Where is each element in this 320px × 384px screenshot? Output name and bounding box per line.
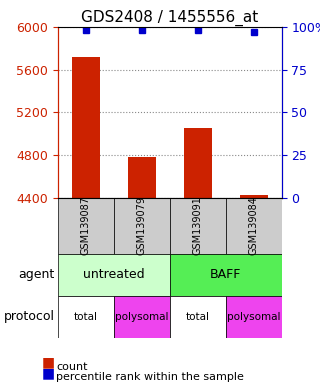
Text: ■: ■ xyxy=(42,366,55,380)
Text: GSM139091: GSM139091 xyxy=(193,197,203,255)
FancyBboxPatch shape xyxy=(58,198,114,254)
Text: count: count xyxy=(56,362,87,372)
FancyBboxPatch shape xyxy=(170,296,226,338)
FancyBboxPatch shape xyxy=(114,296,170,338)
Bar xyxy=(240,195,268,198)
FancyBboxPatch shape xyxy=(58,254,170,296)
FancyBboxPatch shape xyxy=(170,198,226,254)
FancyBboxPatch shape xyxy=(170,254,282,296)
Text: total: total xyxy=(74,312,98,322)
Bar xyxy=(184,129,212,198)
Title: GDS2408 / 1455556_at: GDS2408 / 1455556_at xyxy=(81,9,258,25)
Text: protocol: protocol xyxy=(4,310,55,323)
Text: polysomal: polysomal xyxy=(227,312,280,322)
Text: percentile rank within the sample: percentile rank within the sample xyxy=(56,372,244,382)
FancyBboxPatch shape xyxy=(226,296,282,338)
Bar xyxy=(72,57,100,198)
Text: total: total xyxy=(186,312,210,322)
FancyBboxPatch shape xyxy=(226,198,282,254)
Text: agent: agent xyxy=(19,268,55,281)
Text: polysomal: polysomal xyxy=(115,312,168,322)
Text: ■: ■ xyxy=(42,356,55,370)
Text: untreated: untreated xyxy=(83,268,144,281)
Bar xyxy=(128,157,156,198)
Text: GSM139079: GSM139079 xyxy=(137,197,147,255)
FancyBboxPatch shape xyxy=(58,296,114,338)
Text: GSM139087: GSM139087 xyxy=(81,197,91,255)
FancyBboxPatch shape xyxy=(114,198,170,254)
Text: GSM139084: GSM139084 xyxy=(249,197,259,255)
Text: BAFF: BAFF xyxy=(210,268,241,281)
